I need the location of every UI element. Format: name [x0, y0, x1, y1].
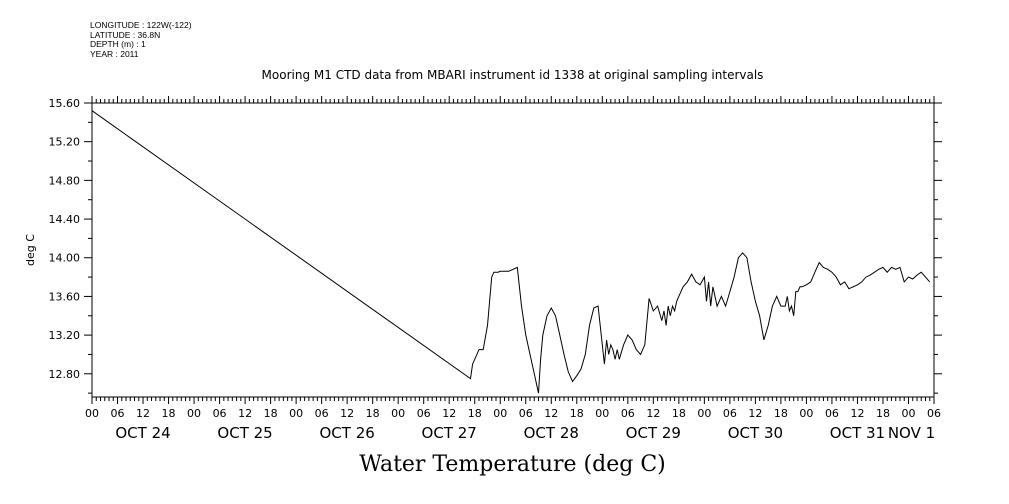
x-hour-label: 00 [697, 407, 711, 420]
x-day-label: OCT 29 [626, 424, 681, 442]
y-tick-label: 15.20 [49, 136, 81, 149]
x-hour-label: 00 [901, 407, 915, 420]
x-hour-label: 00 [289, 407, 303, 420]
x-hour-label: 06 [213, 407, 227, 420]
metadata-block: LONGITUDE : 122W(-122) LATITUDE : 36.8N … [90, 20, 192, 59]
x-hour-label: 06 [519, 407, 533, 420]
y-axis-label: deg C [24, 234, 37, 266]
x-axis-title: Water Temperature (deg C) [359, 452, 666, 477]
x-hour-label: 18 [570, 407, 584, 420]
x-hour-label: 12 [340, 407, 354, 420]
x-day-label: NOV 1 [888, 424, 935, 442]
x-day-label: OCT 31 [830, 424, 885, 442]
year-text: YEAR : 2011 [90, 48, 139, 59]
x-hour-label: 06 [417, 407, 431, 420]
x-day-label: OCT 25 [217, 424, 272, 442]
chart-title: Mooring M1 CTD data from MBARI instrumen… [261, 68, 764, 82]
y-tick-label: 15.60 [49, 97, 81, 110]
x-hour-label: 18 [876, 407, 890, 420]
x-day-label: OCT 26 [319, 424, 374, 442]
x-hour-label: 12 [850, 407, 864, 420]
x-hour-label: 00 [187, 407, 201, 420]
x-hour-label: 18 [162, 407, 176, 420]
x-day-label: OCT 24 [115, 424, 170, 442]
latitude-text: LATITUDE : 36.8N [90, 29, 161, 40]
x-hour-label: 06 [111, 407, 125, 420]
x-hour-label: 06 [927, 407, 941, 420]
y-tick-label: 12.80 [49, 368, 81, 381]
depth-text: DEPTH (m) : 1 [90, 39, 146, 49]
y-tick-label: 13.20 [49, 329, 81, 342]
x-hour-label: 06 [825, 407, 839, 420]
x-hour-label: 00 [799, 407, 813, 420]
x-hour-label: 18 [366, 407, 380, 420]
x-hour-label: 18 [774, 407, 788, 420]
x-hour-label: 12 [544, 407, 558, 420]
x-hour-label: 06 [315, 407, 329, 420]
x-day-label: OCT 27 [422, 424, 477, 442]
plot-frame [91, 102, 935, 398]
x-hour-label: 00 [391, 407, 405, 420]
x-day-label: OCT 28 [524, 424, 579, 442]
longitude-text: LONGITUDE : 122W(-122) [90, 20, 192, 30]
x-hour-label: 18 [672, 407, 686, 420]
x-hour-label: 12 [238, 407, 252, 420]
x-hour-label: 00 [85, 407, 99, 420]
x-day-label: OCT 30 [728, 424, 783, 442]
x-hour-label: 18 [468, 407, 482, 420]
y-tick-label: 13.60 [49, 290, 81, 303]
x-hour-label: 00 [493, 407, 507, 420]
x-hour-label: 12 [442, 407, 456, 420]
y-tick-label: 14.40 [49, 213, 81, 226]
x-hour-label: 12 [136, 407, 150, 420]
x-hour-label: 00 [595, 407, 609, 420]
x-hour-label: 18 [264, 407, 278, 420]
y-tick-label: 14.80 [49, 174, 81, 187]
x-hour-label: 12 [748, 407, 762, 420]
x-hour-label: 06 [723, 407, 737, 420]
x-hour-label: 06 [621, 407, 635, 420]
series-line-water-temperature [91, 110, 931, 394]
y-tick-label: 14.00 [49, 252, 81, 265]
x-hour-label: 12 [646, 407, 660, 420]
